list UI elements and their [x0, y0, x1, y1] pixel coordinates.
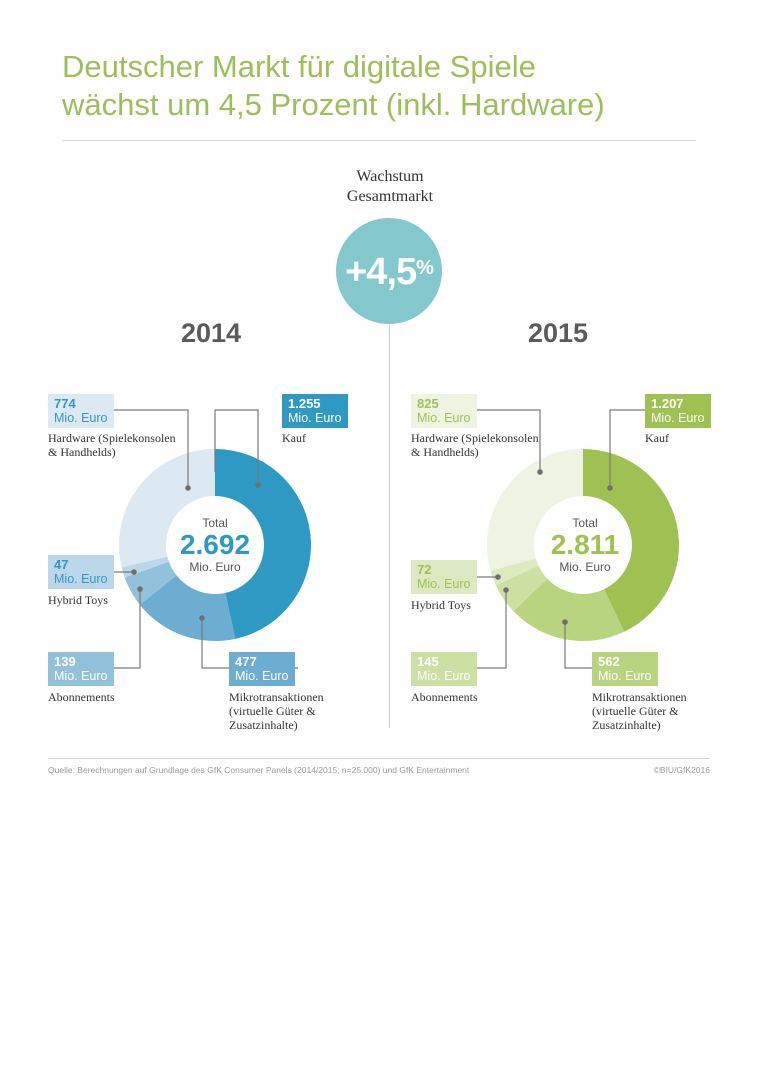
label-mikro-2015: Mikrotransaktionen (virtuelle Güter & Zu…: [592, 690, 687, 732]
value-box-abo-2015: 145 Mio. Euro: [411, 652, 477, 686]
leader-dot-2014-4: [185, 485, 191, 491]
donut-slice-2014-0: [215, 449, 312, 639]
title-line-1: Deutscher Markt für digitale Spiele: [62, 49, 536, 84]
leader-line-2015-4: [477, 409, 541, 472]
center-divider: [389, 324, 390, 728]
growth-value-wrap: +4,5%: [336, 252, 442, 292]
growth-unit: %: [416, 257, 434, 279]
leader-line-2014-4: [114, 409, 189, 488]
value-kauf-2014: 1.255: [288, 396, 321, 411]
total-value-2015: 2.811: [550, 529, 620, 560]
value-hybrid-2014: 47: [54, 557, 69, 572]
leader-dot-2014-1: [199, 615, 205, 621]
total-label-2014: Total: [202, 516, 228, 530]
leader-dot-2014-2: [137, 586, 143, 592]
value-box-mikro-2014: 477 Mio. Euro: [229, 652, 295, 686]
unit-kauf-2015: Mio. Euro: [651, 411, 705, 425]
page-title: Deutscher Markt für digitale Spiele wäch…: [62, 48, 722, 124]
copyright: ©BIU/GfK2016: [653, 765, 710, 775]
label-kauf-2014: Kauf: [282, 431, 306, 445]
title-line-2: wächst um 4,5 Prozent (inkl. Hardware): [62, 87, 605, 122]
leader-line-2015-0: [609, 409, 645, 488]
growth-badge: +4,5%: [336, 218, 442, 324]
leader-dot-2015-1: [562, 619, 568, 625]
unit-hybrid-2014: Mio. Euro: [54, 572, 108, 586]
value-hybrid-2015: 72: [417, 562, 432, 577]
leader-line-2015-2: [477, 590, 507, 669]
leader-line-2015-1: [564, 622, 592, 669]
leader-line-2014-0: [214, 409, 259, 485]
leader-dot-2014-3: [131, 569, 137, 575]
value-abo-2015: 145: [417, 654, 439, 669]
value-mikro-2014: 477: [235, 654, 257, 669]
value-box-hybrid-2015: 72 Mio. Euro: [411, 560, 477, 594]
year-2015: 2015: [527, 318, 589, 348]
donut-slice-2015-0: [583, 449, 679, 632]
leader-dot-2015-2: [503, 587, 509, 593]
value-box-kauf-2014: 1.255 Mio. Euro: [282, 394, 348, 428]
unit-abo-2014: Mio. Euro: [54, 669, 108, 683]
donut-slice-2015-4: [487, 449, 583, 571]
label-hybrid-2014: Hybrid Toys: [48, 593, 108, 607]
total-value-2014: 2.692: [179, 529, 251, 560]
growth-label-line-1: Wachstum: [356, 168, 424, 185]
donut-slice-2015-1: [513, 578, 625, 641]
value-box-hybrid-2014: 47 Mio. Euro: [48, 555, 114, 589]
value-box-mikro-2015: 562 Mio. Euro: [592, 652, 658, 686]
growth-label: Wachstum Gesamtmarkt: [290, 167, 490, 207]
total-label-2015: Total: [572, 516, 598, 530]
unit-hybrid-2015: Mio. Euro: [417, 577, 471, 591]
label-hardware-2015: Hardware (Spielekonsolen & Handhelds): [411, 431, 539, 459]
value-kauf-2015: 1.207: [651, 396, 684, 411]
label-kauf-2015: Kauf: [645, 431, 669, 445]
label-hybrid-2015: Hybrid Toys: [411, 598, 471, 612]
bottom-divider: [48, 758, 710, 759]
value-box-hardware-2014: 774 Mio. Euro: [48, 394, 114, 428]
leader-dot-2015-3: [495, 574, 501, 580]
value-mikro-2015: 562: [598, 654, 620, 669]
unit-abo-2015: Mio. Euro: [417, 669, 471, 683]
leader-dot-2015-0: [607, 485, 613, 491]
label-hardware-2014: Hardware (Spielekonsolen & Handhelds): [48, 431, 176, 459]
value-box-abo-2014: 139 Mio. Euro: [48, 652, 114, 686]
unit-hardware-2014: Mio. Euro: [54, 411, 108, 425]
top-divider: [62, 140, 696, 141]
donut-slice-2015-3: [490, 558, 539, 586]
label-abo-2015: Abonnements: [411, 690, 478, 704]
year-2014: 2014: [180, 318, 242, 348]
unit-mikro-2015: Mio. Euro: [598, 669, 652, 683]
unit-mikro-2014: Mio. Euro: [235, 669, 289, 683]
total-unit-2014: Mio. Euro: [189, 560, 241, 574]
donut-slice-2014-2: [124, 561, 177, 605]
value-box-kauf-2015: 1.207 Mio. Euro: [645, 394, 711, 428]
leader-dot-2015-4: [537, 469, 543, 475]
label-abo-2014: Abonnements: [48, 690, 115, 704]
unit-kauf-2014: Mio. Euro: [288, 411, 342, 425]
growth-value: +4,5: [345, 251, 417, 293]
source-note: Quelle: Berechnungen auf Grundlage des G…: [48, 765, 470, 775]
total-2015: Total 2.811 Mio. Euro: [525, 516, 645, 574]
value-abo-2014: 139: [54, 654, 76, 669]
value-hardware-2015: 825: [417, 396, 439, 411]
leader-line-2014-2: [114, 589, 141, 669]
value-hardware-2014: 774: [54, 396, 76, 411]
value-box-hardware-2015: 825 Mio. Euro: [411, 394, 477, 428]
total-unit-2015: Mio. Euro: [559, 560, 611, 574]
leader-dot-2014-0: [255, 482, 261, 488]
donut-slice-2015-2: [495, 565, 548, 612]
unit-hardware-2015: Mio. Euro: [417, 411, 471, 425]
label-mikro-2014: Mikrotransaktionen (virtuelle Güter & Zu…: [229, 690, 324, 732]
growth-label-line-2: Gesamtmarkt: [346, 188, 434, 205]
total-2014: Total 2.692 Mio. Euro: [155, 516, 275, 574]
donut-slice-2014-1: [139, 575, 236, 642]
donut-slice-2014-4: [119, 449, 215, 568]
